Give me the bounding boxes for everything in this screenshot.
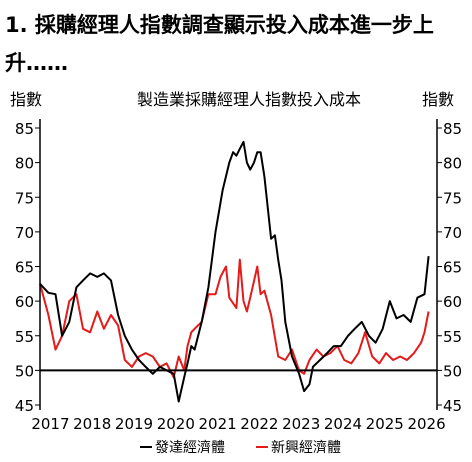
x-tick-label: 2019 (115, 415, 153, 433)
right-tick-label: 75 (443, 189, 462, 207)
right-tick-label: 70 (443, 224, 462, 242)
right-tick-label: 50 (443, 362, 462, 380)
right-tick-label: 65 (443, 259, 462, 277)
left-tick-label: 85 (15, 120, 34, 138)
x-tick-label: 2024 (324, 415, 362, 433)
right-tick-labels: 45 50 55 60 65 70 75 80 85 (437, 120, 462, 415)
x-tick-label: 2022 (240, 415, 278, 433)
legend: 發達經濟體 新興經濟體 (140, 440, 341, 456)
series-line-emerging (39, 258, 430, 379)
series-layer (39, 140, 430, 403)
x-tick-label: 2018 (73, 415, 111, 433)
x-tick-label: 2025 (366, 415, 404, 433)
right-tick-label: 45 (443, 397, 462, 415)
x-tick-label: 2021 (199, 415, 237, 433)
right-tick-label: 60 (443, 293, 462, 311)
right-tick-label: 80 (443, 155, 462, 173)
right-tick-label: 85 (443, 120, 462, 138)
left-tick-label: 80 (15, 155, 34, 173)
legend-label-emerging: 新興經濟體 (271, 440, 341, 456)
x-tick-label: 2020 (157, 415, 195, 433)
left-tick-label: 60 (15, 293, 34, 311)
x-tick-label: 2026 (407, 415, 445, 433)
left-tick-label: 70 (15, 224, 34, 242)
legend-label-developed: 發達經濟體 (155, 440, 225, 456)
left-tick-label: 45 (15, 397, 34, 415)
x-tick-label: 2017 (31, 415, 69, 433)
x-tick-labels: 2017 2018 2019 2020 2021 2022 2023 2024 2025 2026 (31, 415, 445, 433)
left-tick-label: 75 (15, 189, 34, 207)
left-tick-label: 55 (15, 328, 34, 346)
left-axis-title: 指數 (10, 90, 42, 109)
left-tick-label: 50 (15, 362, 34, 380)
left-tick-label: 65 (15, 259, 34, 277)
series-line-developed (39, 140, 430, 403)
chart-title: 1. 採購經理人指數調查顯示投入成本進一步上升…… (5, 13, 434, 75)
right-tick-label: 55 (443, 328, 462, 346)
left-tick-labels: 45 50 55 60 65 70 75 80 85 (15, 120, 40, 415)
right-axis-title: 指數 (422, 90, 454, 109)
x-tick-label: 2023 (282, 415, 320, 433)
chart-subtitle: 製造業採購經理人指數投入成本 (137, 90, 361, 109)
